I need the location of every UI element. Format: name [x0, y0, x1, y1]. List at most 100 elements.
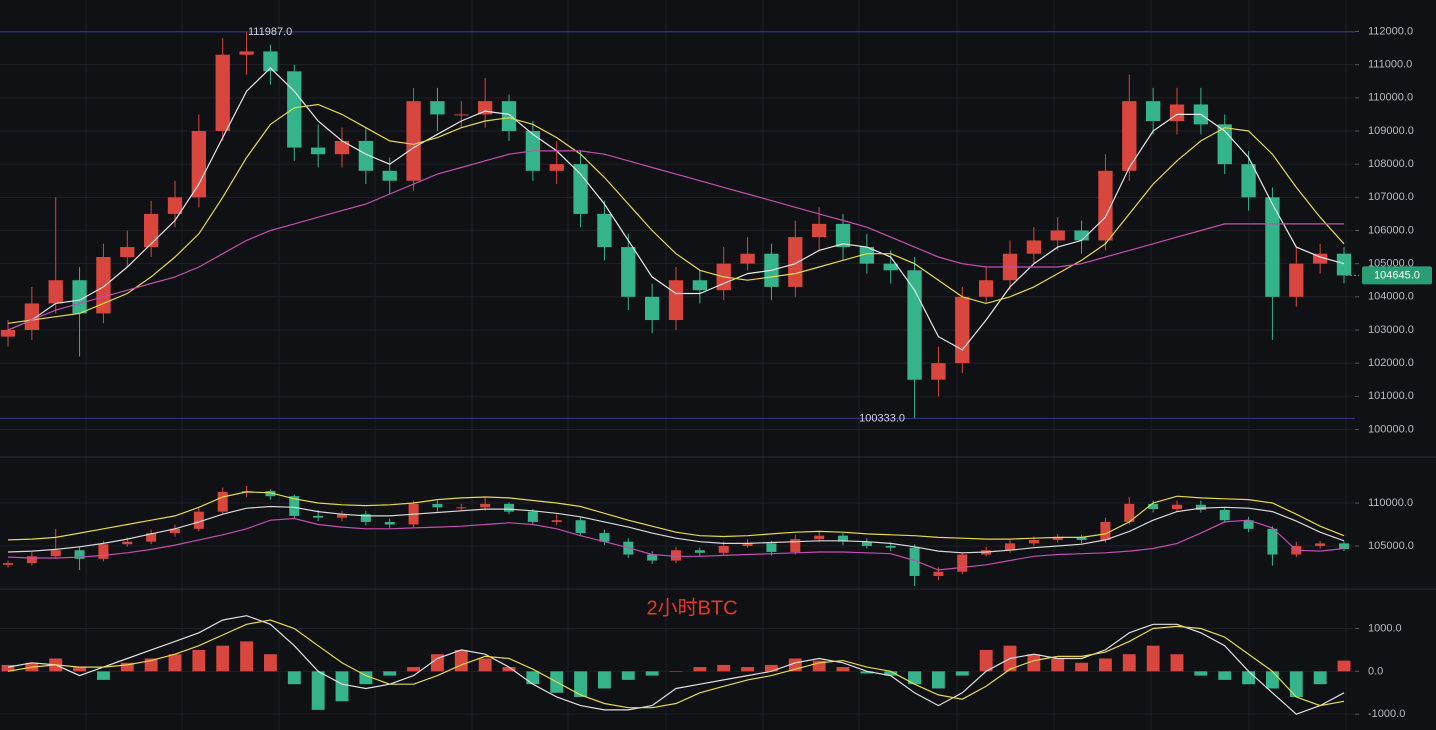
y-tick-label: 0.0 — [1368, 665, 1383, 677]
macd-bar — [120, 662, 134, 672]
macd-bar — [1, 664, 15, 672]
candle-body — [1338, 543, 1350, 549]
candle-body — [933, 571, 944, 576]
macd-bar — [168, 654, 182, 672]
macd-bar — [621, 671, 635, 680]
y-tick-label: 109000.0 — [1368, 125, 1414, 137]
candle-body — [120, 247, 135, 258]
candle-body — [382, 170, 397, 181]
candle-body — [1243, 520, 1254, 529]
candle-body — [978, 280, 994, 297]
candle-body — [432, 503, 443, 508]
macd-bar — [1194, 671, 1208, 676]
macd-bar — [1051, 658, 1065, 672]
candle-body — [647, 554, 658, 561]
candle-body — [384, 521, 395, 525]
candle-body — [742, 543, 753, 546]
candle-body — [167, 197, 183, 214]
candle-body — [814, 535, 825, 540]
macd-bar — [979, 649, 993, 672]
candle-body — [1267, 528, 1278, 555]
candle-body — [670, 550, 682, 561]
macd-bar — [955, 671, 969, 676]
candle-body — [1076, 537, 1087, 540]
candle-body — [1050, 230, 1065, 241]
macd-bar — [669, 671, 683, 672]
candle-body — [191, 130, 207, 198]
candle-body — [835, 223, 851, 248]
candle-body — [313, 515, 324, 518]
macd-bar — [884, 671, 898, 676]
macd-bar — [574, 671, 588, 698]
candle-body — [1312, 253, 1328, 264]
candle-body — [1100, 521, 1111, 540]
candle-body — [336, 514, 348, 518]
macd-bar — [454, 649, 468, 672]
candle-body — [334, 140, 350, 155]
macd-bar — [407, 667, 421, 672]
candle-body — [1241, 164, 1256, 198]
macd-bar — [1265, 671, 1279, 689]
macd-bar — [597, 671, 611, 689]
indicator-line — [7, 67, 1345, 351]
candle-body — [1028, 539, 1039, 544]
extreme-label: 100333.0 — [859, 412, 905, 424]
candle-body — [1074, 230, 1089, 241]
candle-body — [1124, 503, 1135, 522]
indicator-line — [7, 103, 1345, 324]
candle-body — [456, 507, 467, 509]
candle-body — [1004, 543, 1016, 551]
candle-body — [1315, 543, 1326, 546]
candle-body — [0, 329, 16, 337]
candle-body — [169, 528, 181, 534]
candle-body — [931, 363, 946, 380]
macd-bar — [693, 667, 707, 672]
y-tick-label: 103000.0 — [1368, 324, 1414, 336]
macd-bar — [96, 671, 110, 680]
indicator-line — [7, 505, 1345, 554]
candle-body — [2, 563, 14, 565]
last-price-tag — [1362, 266, 1432, 285]
candle-body — [1265, 197, 1280, 297]
candle-body — [360, 514, 371, 522]
macd-bar — [1122, 654, 1136, 672]
candle-body — [310, 147, 326, 155]
macd-bar — [359, 671, 373, 685]
macd-bar — [741, 667, 755, 672]
y-tick-label: 110000.0 — [1368, 497, 1413, 509]
macd-bar — [717, 664, 731, 672]
y-tick-label: 110000.0 — [1368, 92, 1413, 104]
macd-bar — [73, 667, 87, 672]
indicator-line — [7, 615, 1345, 715]
candle-body — [287, 71, 302, 148]
y-tick-label: 105000.0 — [1368, 540, 1414, 552]
y-tick-label: 106000.0 — [1368, 224, 1414, 236]
macd-bar — [860, 671, 874, 674]
candle-body — [599, 533, 610, 542]
candle-body — [193, 511, 204, 529]
candle-body — [1195, 504, 1206, 510]
candle-body — [1052, 537, 1063, 540]
candle-body — [1026, 240, 1042, 254]
candle-body — [859, 247, 875, 264]
macd-bar — [335, 671, 349, 702]
macd-bar — [287, 671, 301, 685]
candle-body — [406, 101, 421, 181]
candle-body — [358, 140, 374, 171]
vertical-grid — [85, 0, 1347, 730]
candle-body — [575, 520, 586, 534]
macd-bar — [311, 671, 325, 710]
candle-body — [957, 554, 968, 572]
candle-body — [740, 253, 755, 264]
y-tick-label: 102000.0 — [1368, 357, 1414, 369]
candle-body — [480, 503, 491, 508]
candle-body — [1219, 509, 1230, 521]
candle-body — [694, 550, 705, 553]
candle-body — [668, 280, 684, 321]
macd-bar — [240, 641, 254, 672]
candle-body — [50, 550, 61, 557]
candle-body — [549, 164, 564, 171]
y-tick-label: 107000.0 — [1368, 191, 1414, 203]
candle-body — [477, 101, 493, 115]
